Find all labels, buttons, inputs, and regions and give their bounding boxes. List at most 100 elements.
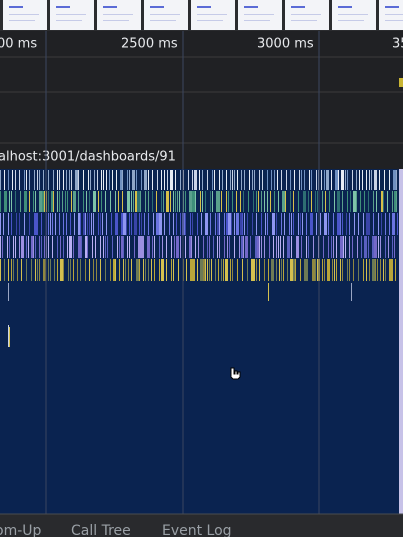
flame-bar bbox=[127, 170, 128, 190]
frame-line bbox=[103, 14, 133, 15]
flame-bar bbox=[353, 191, 356, 212]
flame-bar bbox=[309, 170, 310, 190]
flame-bar bbox=[48, 191, 49, 212]
flame-bar bbox=[185, 213, 186, 235]
flame-bar bbox=[340, 213, 341, 235]
flame-bar bbox=[166, 191, 169, 212]
flame-bar bbox=[373, 191, 374, 212]
frame-line bbox=[103, 6, 117, 8]
flame-bar bbox=[251, 259, 254, 281]
flame-bar bbox=[122, 170, 123, 190]
flame-bar bbox=[87, 213, 88, 235]
flame-bar bbox=[151, 259, 152, 281]
flame-bar bbox=[264, 191, 265, 212]
flame-bar bbox=[141, 213, 142, 235]
tab[interactable]: Event Log bbox=[162, 523, 232, 537]
flame-bar bbox=[244, 213, 245, 235]
flame-bar bbox=[261, 236, 262, 258]
flame-bar bbox=[259, 170, 260, 190]
flame-bar bbox=[127, 236, 128, 258]
flame-bar bbox=[325, 191, 326, 212]
flame-bar bbox=[311, 191, 312, 212]
flame-bar bbox=[144, 213, 145, 235]
flame-bar bbox=[159, 213, 162, 235]
flame-bar bbox=[385, 213, 386, 235]
flame-bar bbox=[33, 191, 34, 212]
frame-line bbox=[56, 20, 82, 21]
flame-bar bbox=[140, 191, 141, 212]
flame-bar bbox=[217, 213, 220, 235]
flame-bar bbox=[316, 213, 317, 235]
flame-bar bbox=[73, 236, 74, 258]
flame-bar bbox=[175, 170, 176, 190]
flame-bar bbox=[123, 213, 126, 235]
flame-bar bbox=[63, 259, 64, 281]
frame-line bbox=[338, 6, 352, 8]
flame-bar bbox=[39, 236, 40, 258]
flame-bar bbox=[239, 236, 240, 258]
flame-bar bbox=[103, 170, 104, 190]
flame-bar bbox=[333, 236, 334, 258]
flame-bar bbox=[396, 191, 397, 212]
flame-bar bbox=[48, 236, 49, 258]
flame-bar bbox=[268, 283, 269, 301]
ruler-label: 3000 ms bbox=[257, 37, 314, 52]
flame-bar bbox=[268, 259, 269, 281]
flame-bar bbox=[278, 236, 279, 258]
flame-bar bbox=[237, 170, 238, 190]
flame-bar bbox=[176, 213, 177, 235]
tab[interactable]: om-Up bbox=[0, 523, 42, 537]
flame-bar bbox=[219, 213, 220, 235]
flame-bar bbox=[234, 236, 235, 258]
flame-bar bbox=[347, 170, 348, 190]
tab[interactable]: Call Tree bbox=[71, 523, 131, 537]
flame-bar bbox=[54, 259, 55, 281]
flame-bar bbox=[103, 236, 104, 258]
flame-bar bbox=[264, 259, 265, 281]
flame-bar bbox=[276, 259, 277, 281]
flame-bar bbox=[383, 191, 384, 212]
flame-bar bbox=[121, 213, 124, 235]
flame-bar bbox=[4, 259, 5, 281]
flame-bar bbox=[269, 236, 270, 258]
flame-bar bbox=[232, 191, 233, 212]
ruler-label: 35 bbox=[392, 37, 403, 52]
flame-bar bbox=[395, 259, 396, 281]
flame-bar bbox=[247, 213, 248, 235]
flame-bar bbox=[83, 213, 86, 235]
flame-bar bbox=[152, 170, 153, 190]
flame-bar bbox=[42, 191, 45, 212]
flame-bar bbox=[205, 259, 206, 281]
flame-bar bbox=[78, 191, 79, 212]
flame-bar bbox=[327, 259, 330, 281]
tab-bar[interactable] bbox=[0, 514, 403, 537]
flame-bar bbox=[397, 213, 398, 235]
flame-bar bbox=[98, 213, 99, 235]
flame-bar bbox=[85, 213, 86, 235]
flame-bar bbox=[324, 213, 327, 235]
flame-bar bbox=[368, 236, 369, 258]
flame-bar bbox=[94, 170, 95, 190]
flame-bar bbox=[224, 213, 225, 235]
flame-bar bbox=[92, 236, 93, 258]
flame-bar bbox=[164, 170, 165, 190]
flame-bar bbox=[19, 213, 20, 235]
flame-bar bbox=[205, 191, 206, 212]
flame-bar bbox=[217, 236, 218, 258]
flame-bar bbox=[138, 236, 141, 258]
frame-line bbox=[150, 6, 164, 8]
flame-bar bbox=[226, 191, 227, 212]
flame-bar bbox=[267, 170, 268, 190]
flame-bar bbox=[243, 191, 244, 212]
flame-bar bbox=[97, 170, 98, 190]
flame-bar bbox=[273, 236, 274, 258]
flame-bar bbox=[301, 170, 302, 190]
flame-bar bbox=[186, 259, 187, 281]
flame-bar bbox=[253, 191, 254, 212]
flame-bar bbox=[261, 191, 262, 212]
flame-bar bbox=[287, 259, 288, 281]
flame-bar bbox=[373, 213, 374, 235]
flame-bar bbox=[173, 213, 174, 235]
flame-bar bbox=[120, 170, 123, 190]
flame-bar bbox=[9, 191, 10, 212]
